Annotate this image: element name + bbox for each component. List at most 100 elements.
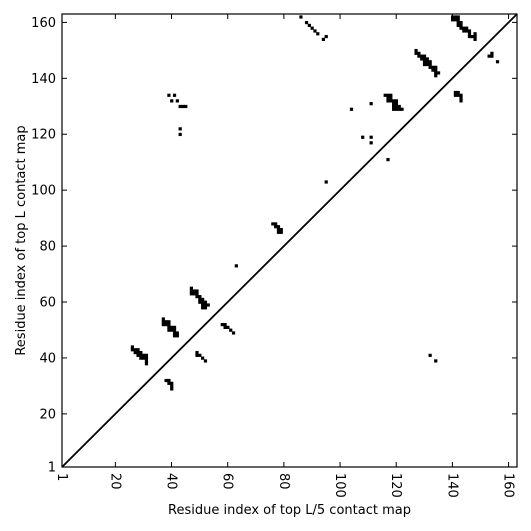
contact-cell-lower (195, 295, 199, 299)
contact-cell-upper (386, 99, 390, 103)
contact-cell-lower (167, 381, 171, 385)
contact-cell-upper (394, 102, 399, 106)
contact-cell-upper (425, 60, 429, 64)
contact-cell-upper (425, 62, 429, 67)
contact-cell-upper (456, 90, 460, 95)
contact-cell-upper (349, 107, 354, 111)
contact-cell-upper (178, 104, 182, 109)
contact-cell-upper (490, 54, 494, 58)
contact-cell-lower (189, 289, 193, 293)
contact-cell-lower (164, 322, 168, 327)
contact-cell-lower (195, 353, 199, 357)
contact-cell-lower (206, 303, 210, 307)
contact-cell-lower (428, 353, 432, 357)
contact-cell-lower (139, 353, 143, 357)
contact-cell-upper (431, 68, 435, 72)
contact-cell-upper (307, 23, 311, 27)
contact-cell-upper (451, 18, 455, 22)
contact-cell-upper (420, 54, 424, 58)
contact-cell-upper (417, 51, 421, 55)
contact-cell-lower (198, 295, 202, 299)
x-tick-label: 60 (220, 473, 235, 490)
contact-cell-upper (170, 99, 174, 103)
contact-cell-upper (456, 93, 460, 97)
contact-cell-lower (274, 225, 278, 229)
contact-cell-lower (161, 320, 165, 324)
contact-cell-upper (459, 23, 463, 27)
contact-cell-lower (139, 356, 143, 360)
contact-cell-lower (170, 381, 174, 385)
contact-cell-lower (170, 384, 174, 388)
contact-cell-upper (324, 34, 328, 39)
contact-cells (130, 15, 500, 391)
x-tick-label: 160 (501, 473, 516, 498)
contact-cell-upper (453, 93, 458, 97)
contact-cell-upper (473, 34, 477, 39)
contact-cell-lower (201, 356, 205, 360)
y-tick-label: 140 (31, 72, 56, 87)
contact-cell-upper (386, 158, 390, 162)
plot-frame (61, 13, 518, 468)
contact-cell-upper (299, 15, 303, 19)
contact-cell-upper (425, 57, 429, 61)
contact-cell-lower (144, 356, 149, 360)
x-tick-label: 100 (332, 473, 347, 498)
contact-cell-lower (271, 222, 275, 226)
contact-cell-lower (203, 306, 208, 310)
contact-cell-lower (223, 325, 227, 329)
contact-cell-lower (189, 286, 193, 290)
contact-cell-upper (434, 74, 438, 78)
contact-cell-upper (456, 18, 460, 22)
contact-cell-upper (467, 29, 472, 33)
y-tick-label: 60 (39, 296, 56, 311)
contact-cell-upper (175, 99, 179, 103)
contact-cell-upper (428, 65, 432, 69)
contact-cell-upper (470, 34, 474, 39)
x-tick-label: 40 (164, 473, 179, 490)
contact-cell-upper (434, 71, 438, 75)
contact-cell-lower (172, 331, 177, 335)
contact-cell-lower (192, 289, 196, 293)
contact-cell-upper (167, 93, 171, 97)
contact-cell-upper (178, 132, 182, 137)
contact-cell-lower (164, 320, 168, 324)
contact-cell-lower (161, 322, 165, 327)
contact-cell-upper (473, 32, 477, 36)
contact-cell-upper (462, 29, 466, 33)
y-axis-title: Residue index of top L contact map (14, 125, 29, 355)
contact-cell-upper (467, 34, 472, 39)
contact-cell-upper (394, 99, 399, 103)
contact-cell-lower (203, 300, 208, 304)
contact-cell-lower (274, 222, 278, 226)
contact-cell-upper (392, 102, 396, 106)
contact-cell-upper (465, 26, 469, 30)
contact-cell-lower (142, 353, 146, 357)
contact-cell-lower (434, 359, 438, 363)
contact-cell-lower (229, 328, 233, 332)
y-tick-label: 100 (31, 184, 56, 199)
contact-cell-upper (304, 20, 309, 25)
contact-cell-upper (181, 104, 185, 109)
contact-cell-upper (422, 57, 427, 61)
contact-cell-upper (178, 127, 182, 131)
contact-cell-upper (467, 32, 472, 36)
contact-cell-lower (276, 225, 281, 229)
contact-cell-upper (434, 65, 438, 69)
contact-cell-upper (436, 71, 441, 75)
x-axis: 1 20 40 60 80 100 120 140 160 (54, 14, 516, 498)
contact-cell-upper (184, 104, 188, 109)
contact-cell-lower (203, 359, 208, 363)
contact-cell-upper (400, 107, 404, 111)
contact-cell-lower (175, 334, 179, 338)
contact-cell-lower (133, 348, 137, 352)
contact-cell-upper (422, 62, 427, 67)
contact-cell-lower (167, 378, 171, 383)
contact-cell-lower (136, 350, 140, 355)
contact-cell-upper (453, 90, 458, 95)
contact-cell-upper (434, 68, 438, 72)
contact-cell-upper (313, 29, 317, 33)
contact-cell-lower (167, 328, 171, 332)
contact-cell-upper (234, 264, 238, 268)
contact-cell-lower (192, 292, 196, 296)
